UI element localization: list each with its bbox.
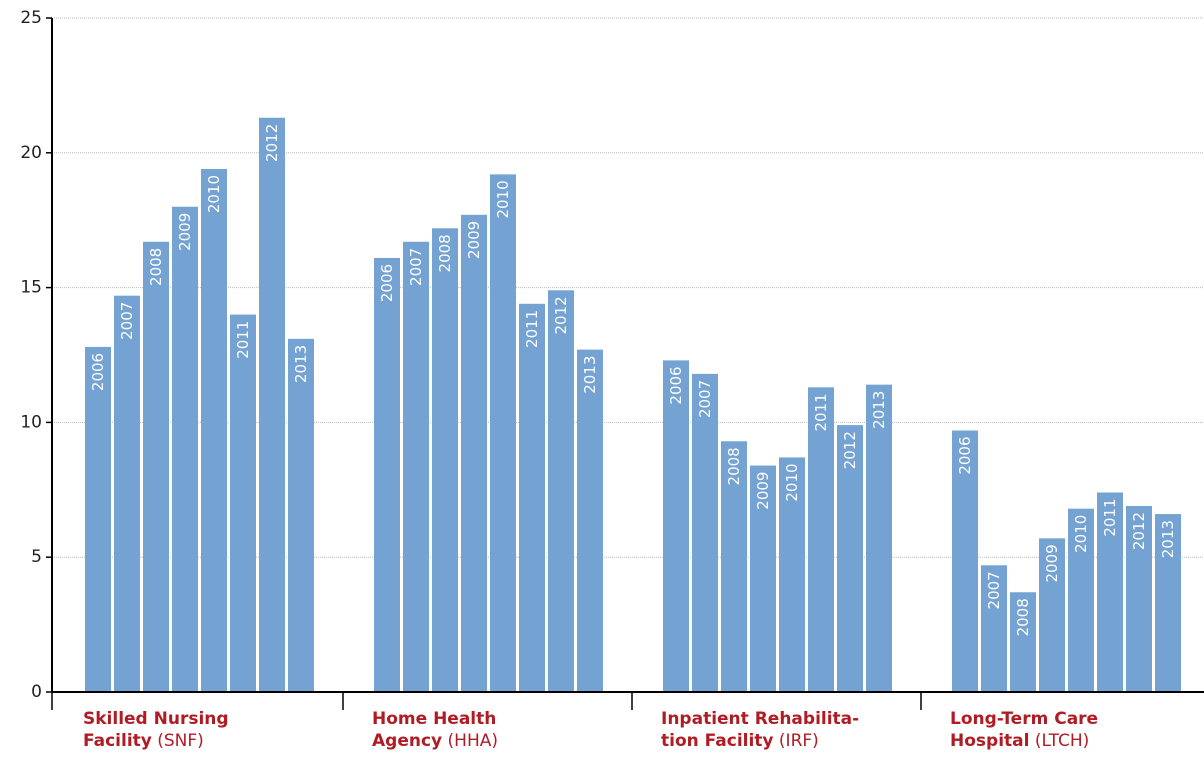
bar [259, 117, 285, 692]
bar-label: 2007 [118, 302, 136, 340]
bar-label: 2011 [1101, 498, 1119, 536]
category-label-line1: Inpatient Rehabilita- [661, 709, 860, 729]
bar-label: 2013 [292, 345, 310, 383]
category-label-line2: Facility [83, 731, 152, 751]
bar-label: 2006 [378, 264, 396, 302]
bar-label: 2012 [1130, 512, 1148, 550]
bar-label: 2012 [263, 124, 281, 162]
bar-label: 2011 [523, 310, 541, 348]
bar [1097, 492, 1123, 692]
axes [51, 18, 1204, 710]
bar-label: 2010 [494, 180, 512, 218]
bar [866, 384, 892, 692]
bar [519, 303, 545, 692]
bar [403, 241, 429, 692]
bar [288, 338, 314, 692]
bar-label: 2010 [205, 175, 223, 213]
bar-label: 2009 [176, 213, 194, 251]
bar-label: 2006 [89, 353, 107, 391]
bar [663, 360, 689, 692]
bar [721, 441, 747, 692]
category-label: Home Health Agency (HHA) [372, 708, 498, 752]
bar [143, 241, 169, 692]
y-tick-label: 15 [20, 278, 42, 298]
bar-label: 2008 [436, 234, 454, 272]
bar [981, 565, 1007, 692]
bar [374, 257, 400, 692]
bar-label: 2013 [581, 356, 599, 394]
y-tick-label: 0 [31, 682, 42, 702]
bar-label: 2013 [870, 391, 888, 429]
bar-label: 2009 [465, 221, 483, 259]
y-tick-label: 20 [20, 143, 42, 163]
category-abbreviation: (SNF) [151, 731, 204, 751]
bar-label: 2006 [667, 366, 685, 404]
category-label: Inpatient Rehabilita-tion Facility (IRF) [661, 708, 859, 752]
bar [808, 387, 834, 692]
bar-label: 2009 [754, 472, 772, 510]
category-label-line1: Long-Term Care [950, 709, 1099, 729]
bar-label: 2007 [407, 248, 425, 286]
category-label: Long-Term Care Hospital (LTCH) [950, 708, 1098, 752]
category-abbreviation: (LTCH) [1029, 731, 1090, 751]
category-label: Skilled Nursing Facility (SNF) [83, 708, 229, 752]
bar [201, 168, 227, 692]
bar [1126, 505, 1152, 692]
bar [230, 314, 256, 692]
bar-label: 2010 [783, 463, 801, 501]
bar-label: 2010 [1072, 515, 1090, 553]
y-axis-ticks: 0 5 10 15 20 25 [20, 8, 52, 702]
bar-label: 2012 [841, 431, 859, 469]
bar-label: 2011 [812, 393, 830, 431]
y-tick-label: 5 [31, 547, 42, 567]
bar-group: 2006 2007 2008 2009 2010 2011 2012 2013 [663, 360, 892, 692]
bar [577, 349, 603, 692]
bar-label: 2011 [234, 321, 252, 359]
bar-label: 2006 [956, 436, 974, 474]
bar-group: 2006 2007 2008 2009 2010 2011 2012 2013 [374, 174, 603, 693]
bar [750, 465, 776, 692]
bar-label: 2012 [552, 296, 570, 334]
bar [432, 228, 458, 692]
bar-label: 2007 [985, 571, 1003, 609]
bar [1039, 538, 1065, 692]
bar [490, 174, 516, 693]
bar-label: 2009 [1043, 544, 1061, 582]
bars: 2006 2007 2008 2009 2010 2011 2012 2013 2006 2007… [85, 117, 1181, 693]
bar [1068, 508, 1094, 692]
category-label-line1: Skilled Nursing [83, 709, 229, 729]
bar [548, 290, 574, 692]
category-abbreviation: (IRF) [773, 731, 819, 751]
category-label-line2: Hospital [950, 731, 1030, 751]
bar [172, 206, 198, 692]
bar-label: 2008 [1014, 598, 1032, 636]
bar-label: 2008 [147, 248, 165, 286]
y-tick-label: 25 [20, 8, 42, 28]
category-abbreviation: (HHA) [442, 731, 498, 751]
bar [461, 214, 487, 693]
bar [1155, 514, 1181, 692]
bar [952, 430, 978, 692]
bar [114, 295, 140, 692]
bar [779, 457, 805, 692]
bar [85, 346, 111, 692]
bar-group: 2006 2007 2008 2009 2010 2011 2012 2013 [85, 117, 314, 692]
bar-group: 2006 2007 2008 2009 2010 2011 2012 2013 [952, 430, 1181, 692]
bar-label: 2007 [696, 380, 714, 418]
category-label-line2: tion Facility [661, 731, 774, 751]
bar-label: 2013 [1159, 520, 1177, 558]
y-tick-label: 10 [20, 412, 42, 432]
category-label-line1: Home Health [372, 709, 497, 729]
bar-label: 2008 [725, 447, 743, 485]
bar [692, 373, 718, 692]
bar [837, 425, 863, 692]
category-label-line2: Agency [372, 731, 443, 751]
bar [1010, 592, 1036, 692]
